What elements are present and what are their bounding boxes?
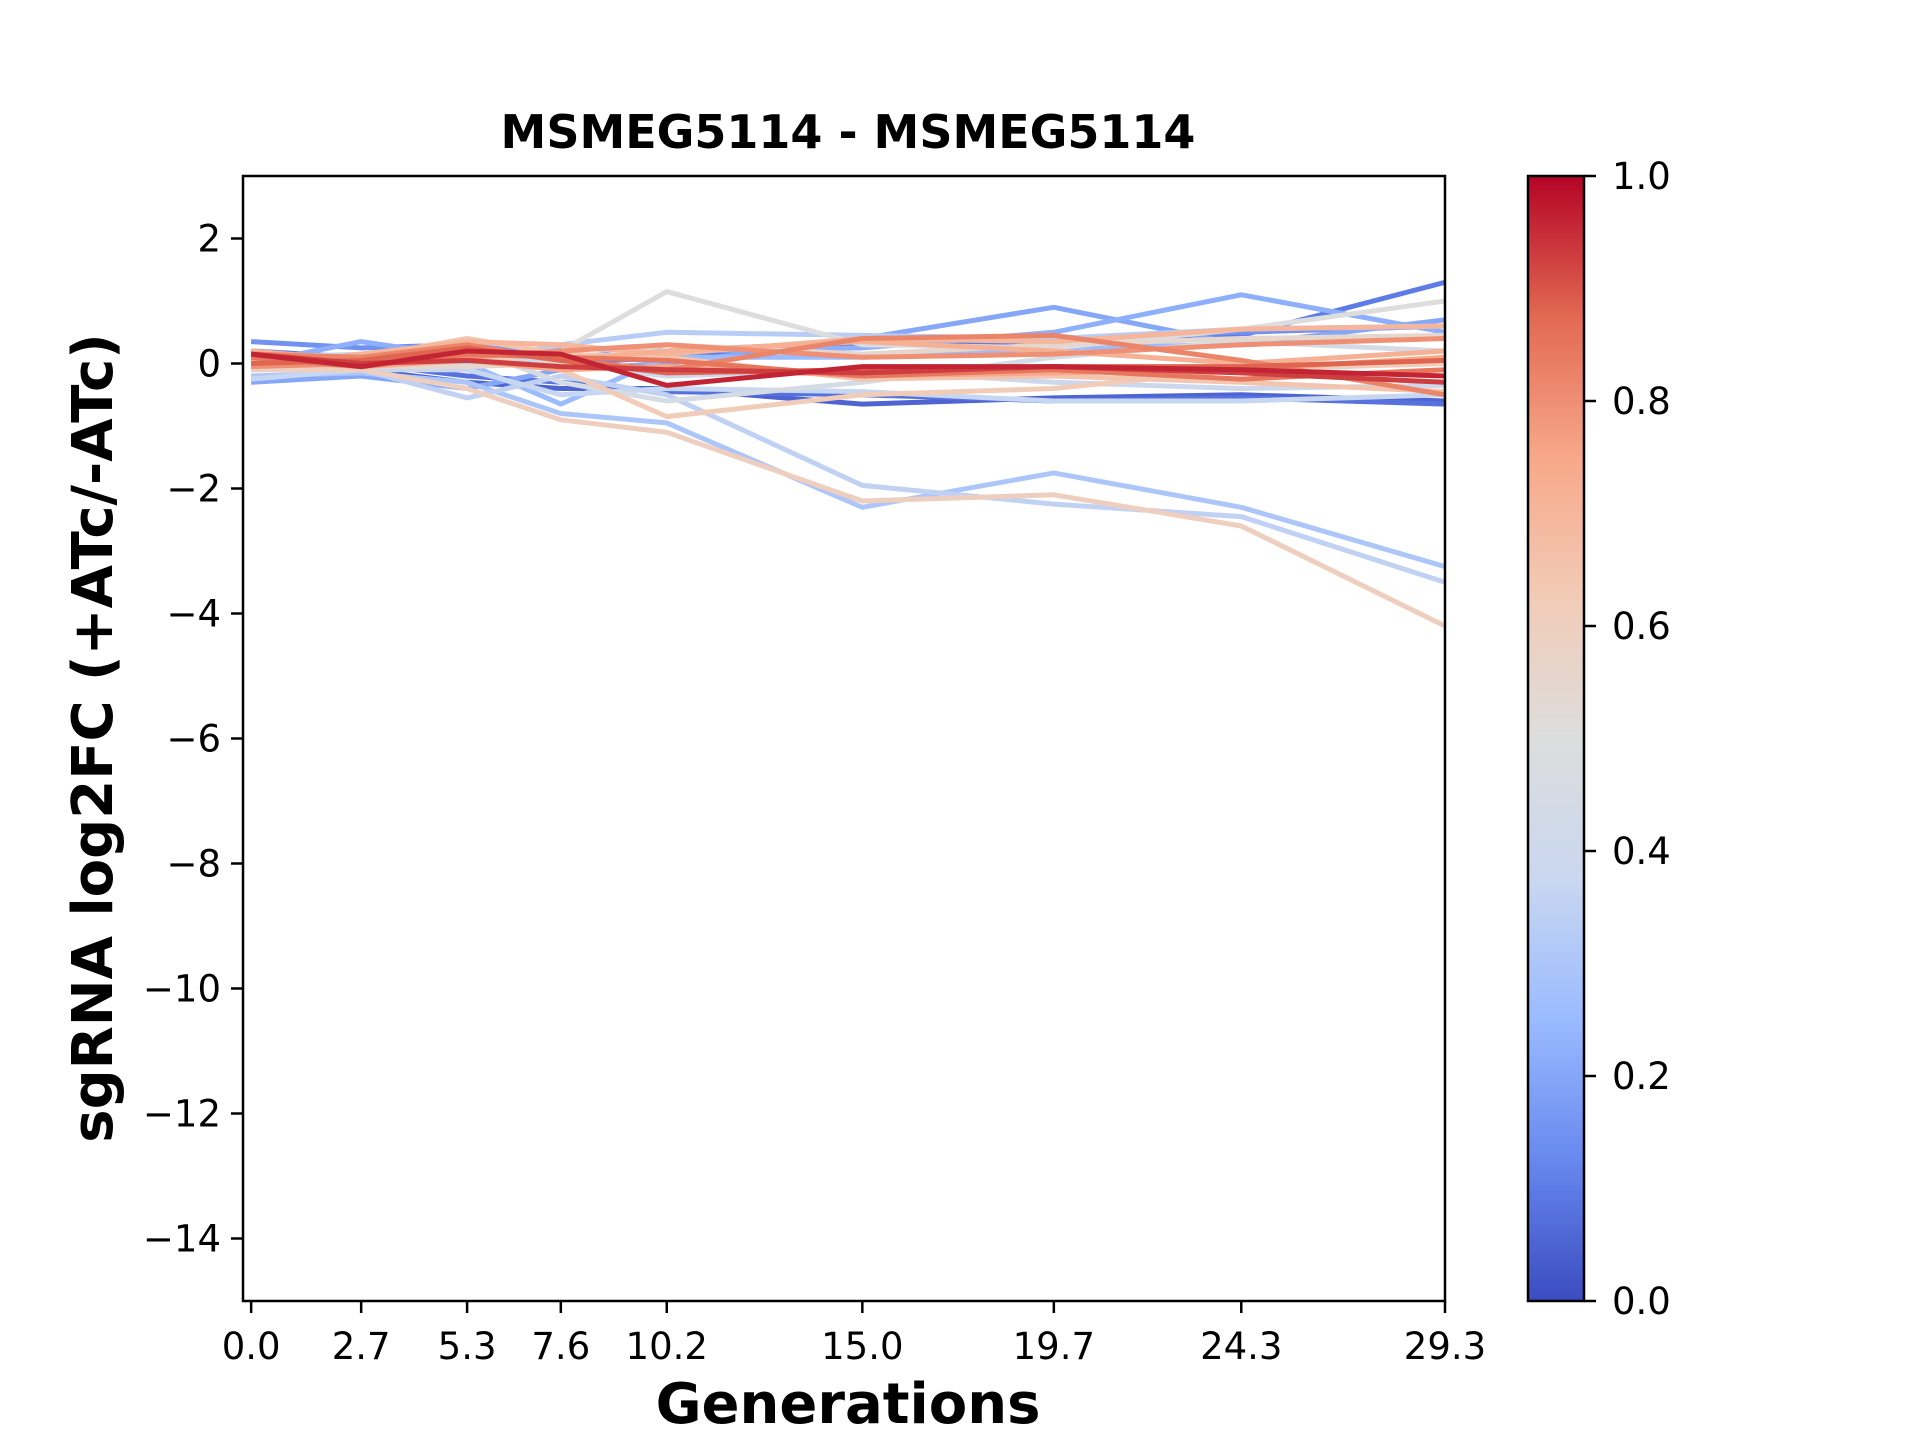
x-axis: 0.0 2.7 5.3 7.6 10.2 15.0 19.7 24.3 29.3 <box>222 1301 1486 1368</box>
y-tick-label: −10 <box>143 968 221 1011</box>
y-tick-label: −4 <box>166 593 221 636</box>
colorbar-tick-label: 1.0 <box>1612 155 1671 198</box>
x-tick-label: 24.3 <box>1200 1325 1282 1368</box>
series-line-26 <box>250 348 1445 388</box>
x-tick-label: 7.6 <box>531 1325 590 1368</box>
y-tick-label: 0 <box>197 343 221 386</box>
y-tick-label: −6 <box>166 718 221 761</box>
series-line-9 <box>250 348 1445 585</box>
colorbar-tick-label: 0.0 <box>1612 1280 1671 1323</box>
x-tick-label: 0.0 <box>222 1325 281 1368</box>
colorbar-axis: 0.0 0.2 0.4 0.6 0.8 1.0 <box>1584 155 1671 1323</box>
series-line-10 <box>250 367 1445 404</box>
series-line-18 <box>250 323 1445 370</box>
x-tick-label: 2.7 <box>332 1325 391 1368</box>
y-axis-title: sgRNA log2FC (+ATc/-ATc) <box>61 333 126 1143</box>
colorbar-tick-label: 0.8 <box>1612 380 1671 423</box>
x-tick-label: 29.3 <box>1404 1325 1486 1368</box>
x-tick-label: 19.7 <box>1013 1325 1095 1368</box>
y-tick-label: −2 <box>166 468 221 511</box>
y-tick-label: −8 <box>166 843 221 886</box>
x-tick-label: 5.3 <box>438 1325 497 1368</box>
colorbar-tick-label: 0.2 <box>1612 1055 1671 1098</box>
colorbar-tick-label: 0.4 <box>1612 830 1671 873</box>
series-layer <box>250 279 1445 629</box>
colorbar <box>1526 174 1586 1303</box>
series-line-15 <box>251 367 1445 629</box>
y-tick-label: 2 <box>197 218 221 261</box>
y-tick-label: −12 <box>143 1093 221 1136</box>
colorbar-tick-label: 0.6 <box>1612 605 1671 648</box>
y-tick-label: −14 <box>143 1218 221 1261</box>
x-axis-title: Generations <box>656 1372 1041 1437</box>
x-tick-label: 15.0 <box>821 1325 903 1368</box>
x-tick-label: 10.2 <box>626 1325 708 1368</box>
chart-title: MSMEG5114 - MSMEG5114 <box>501 105 1196 159</box>
y-axis: 2 0 −2 −4 −6 −8 −10 −12 −14 <box>143 218 243 1261</box>
